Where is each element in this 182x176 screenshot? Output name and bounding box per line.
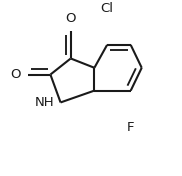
Text: F: F <box>127 121 134 134</box>
Text: NH: NH <box>35 96 55 109</box>
Text: Cl: Cl <box>101 2 114 14</box>
Text: O: O <box>10 68 21 81</box>
Text: O: O <box>66 12 76 25</box>
